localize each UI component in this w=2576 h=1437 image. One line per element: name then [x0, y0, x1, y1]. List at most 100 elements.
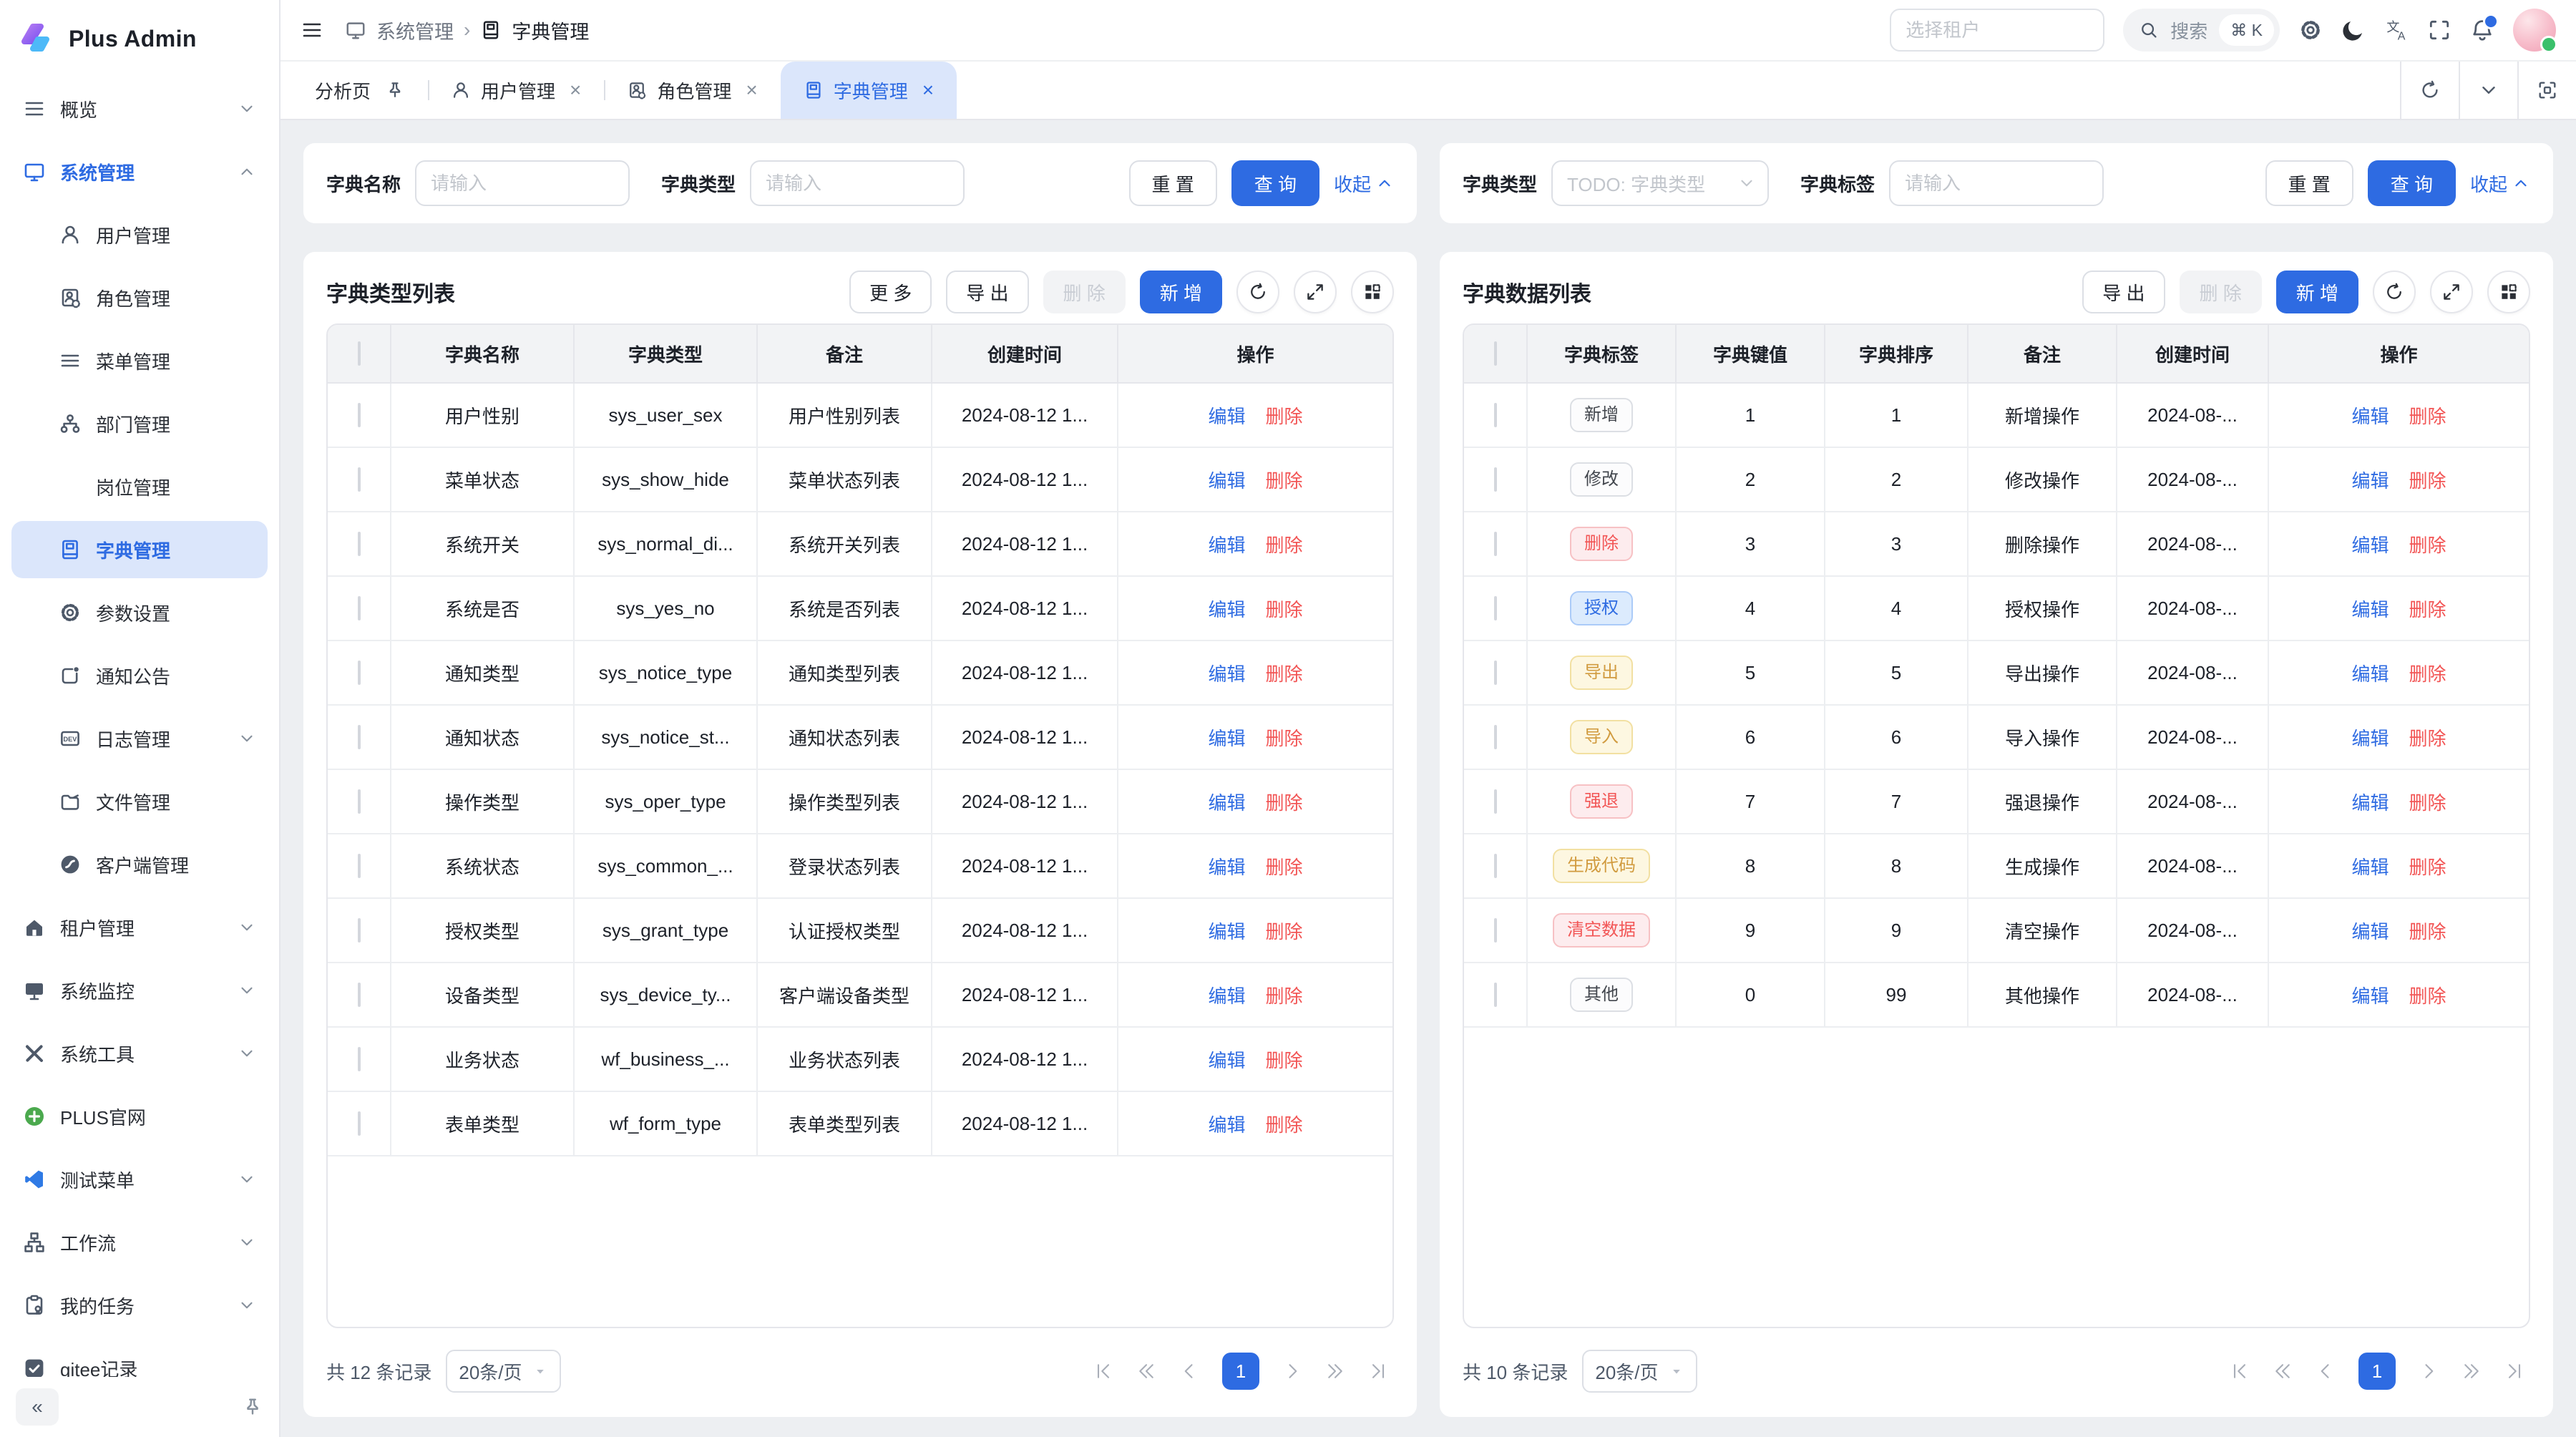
- delete-link[interactable]: 删除: [2409, 663, 2446, 685]
- row-checkbox[interactable]: [1493, 982, 1497, 1007]
- prev-page-icon[interactable]: [1179, 1361, 1199, 1381]
- first-page-icon[interactable]: [1093, 1361, 1113, 1381]
- export-button[interactable]: 导 出: [946, 271, 1029, 313]
- settings-gear-icon[interactable]: [2298, 18, 2323, 42]
- delete-link[interactable]: 删除: [1265, 791, 1303, 814]
- sidebar-item-tools[interactable]: 系统工具: [11, 1025, 268, 1082]
- delete-link[interactable]: 删除: [1265, 1114, 1303, 1136]
- sidebar-collapse-button[interactable]: «: [16, 1388, 59, 1426]
- delete-link[interactable]: 删除: [2409, 791, 2446, 814]
- close-icon[interactable]: ×: [746, 79, 758, 101]
- edit-link[interactable]: 编辑: [1208, 598, 1246, 620]
- user-avatar[interactable]: [2513, 9, 2557, 53]
- collapse-filter-link[interactable]: 收起: [2470, 170, 2530, 197]
- sidebar-item-config[interactable]: 参数设置: [11, 584, 268, 641]
- close-icon[interactable]: ×: [922, 79, 935, 101]
- sidebar-item-log[interactable]: DEV 日志管理: [11, 710, 268, 767]
- row-checkbox[interactable]: [1493, 467, 1497, 492]
- logo[interactable]: Plus Admin: [0, 0, 279, 77]
- tab-角色管理[interactable]: 角色管理 ×: [604, 62, 780, 119]
- search-button[interactable]: 查 询: [2367, 160, 2456, 206]
- row-checkbox[interactable]: [1493, 660, 1497, 685]
- sidebar-item-client[interactable]: 客户端管理: [11, 836, 268, 893]
- row-checkbox[interactable]: [357, 917, 361, 942]
- dict-type-input[interactable]: [750, 160, 965, 206]
- row-checkbox[interactable]: [357, 853, 361, 878]
- dict-tag-input[interactable]: [1889, 160, 2104, 206]
- row-checkbox[interactable]: [357, 402, 361, 427]
- pin-icon[interactable]: [242, 1396, 263, 1418]
- close-icon[interactable]: ×: [570, 79, 582, 101]
- row-checkbox[interactable]: [357, 1111, 361, 1136]
- dict-name-input[interactable]: [415, 160, 630, 206]
- column-settings-button[interactable]: [1351, 271, 1394, 313]
- prev-page-icon[interactable]: [2316, 1361, 2336, 1381]
- edit-link[interactable]: 编辑: [1208, 920, 1246, 942]
- edit-link[interactable]: 编辑: [1208, 534, 1246, 556]
- edit-link[interactable]: 编辑: [1208, 985, 1246, 1007]
- more-button[interactable]: 更 多: [849, 271, 932, 313]
- first-page-icon[interactable]: [2230, 1361, 2250, 1381]
- delete-link[interactable]: 删除: [2409, 534, 2446, 556]
- add-button[interactable]: 新 增: [1139, 271, 1222, 313]
- row-checkbox[interactable]: [1493, 789, 1497, 814]
- delete-link[interactable]: 删除: [2409, 856, 2446, 878]
- edit-link[interactable]: 编辑: [1208, 1049, 1246, 1071]
- row-checkbox[interactable]: [1493, 595, 1497, 620]
- hamburger-icon[interactable]: [301, 19, 323, 42]
- edit-link[interactable]: 编辑: [1208, 727, 1246, 749]
- delete-link[interactable]: 删除: [1265, 598, 1303, 620]
- delete-link[interactable]: 删除: [1265, 920, 1303, 942]
- row-checkbox[interactable]: [357, 982, 361, 1007]
- delete-link[interactable]: 删除: [1265, 663, 1303, 685]
- breadcrumb-parent[interactable]: 系统管理: [376, 21, 454, 43]
- sidebar-item-notice[interactable]: 通知公告: [11, 647, 268, 704]
- global-search[interactable]: 搜索 ⌘ K: [2123, 9, 2280, 52]
- delete-link[interactable]: 删除: [2409, 405, 2446, 427]
- sidebar-item-overview[interactable]: 概览: [11, 80, 268, 137]
- sidebar-item-workflow[interactable]: 工作流: [11, 1214, 268, 1271]
- tab-menu-button[interactable]: [2459, 62, 2517, 119]
- row-checkbox[interactable]: [357, 660, 361, 685]
- delete-link[interactable]: 删除: [1265, 1049, 1303, 1071]
- prev-5-pages-icon[interactable]: [1136, 1361, 1156, 1381]
- next-page-icon[interactable]: [2419, 1361, 2439, 1381]
- tab-分析页[interactable]: 分析页: [292, 62, 428, 119]
- expand-table-button[interactable]: [2430, 271, 2473, 313]
- sidebar-item-monitor[interactable]: 系统监控: [11, 962, 268, 1019]
- tab-用户管理[interactable]: 用户管理 ×: [428, 62, 604, 119]
- sidebar-item-system[interactable]: 系统管理: [11, 143, 268, 200]
- column-settings-button[interactable]: [2487, 271, 2530, 313]
- row-checkbox[interactable]: [357, 467, 361, 492]
- sidebar-item-task[interactable]: 我的任务: [11, 1277, 268, 1334]
- refresh-table-button[interactable]: [1236, 271, 1279, 313]
- row-checkbox[interactable]: [357, 595, 361, 620]
- tab-refresh-button[interactable]: [2400, 62, 2459, 119]
- collapse-filter-link[interactable]: 收起: [1334, 170, 1394, 197]
- delete-link[interactable]: 删除: [1265, 856, 1303, 878]
- edit-link[interactable]: 编辑: [2351, 727, 2389, 749]
- export-button[interactable]: 导 出: [2082, 271, 2165, 313]
- delete-link[interactable]: 删除: [1265, 469, 1303, 492]
- sidebar-item-post[interactable]: 岗位管理: [11, 458, 268, 515]
- next-5-pages-icon[interactable]: [2462, 1361, 2482, 1381]
- edit-link[interactable]: 编辑: [2351, 469, 2389, 492]
- dark-mode-moon-icon[interactable]: [2341, 18, 2366, 42]
- delete-link[interactable]: 删除: [1265, 534, 1303, 556]
- delete-link[interactable]: 删除: [2409, 727, 2446, 749]
- select-all-checkbox[interactable]: [357, 341, 361, 366]
- sidebar-item-plus[interactable]: PLUS官网: [11, 1088, 268, 1145]
- delete-link[interactable]: 删除: [1265, 405, 1303, 427]
- page-size-select[interactable]: 20条/页: [1582, 1350, 1697, 1393]
- delete-link[interactable]: 删除: [2409, 920, 2446, 942]
- sidebar-item-test[interactable]: 测试菜单: [11, 1151, 268, 1208]
- delete-link[interactable]: 删除: [1265, 985, 1303, 1007]
- edit-link[interactable]: 编辑: [2351, 856, 2389, 878]
- delete-button[interactable]: 删 除: [2179, 271, 2262, 313]
- last-page-icon[interactable]: [2504, 1361, 2524, 1381]
- edit-link[interactable]: 编辑: [1208, 469, 1246, 492]
- edit-link[interactable]: 编辑: [2351, 920, 2389, 942]
- row-checkbox[interactable]: [357, 724, 361, 749]
- row-checkbox[interactable]: [1493, 853, 1497, 878]
- edit-link[interactable]: 编辑: [2351, 405, 2389, 427]
